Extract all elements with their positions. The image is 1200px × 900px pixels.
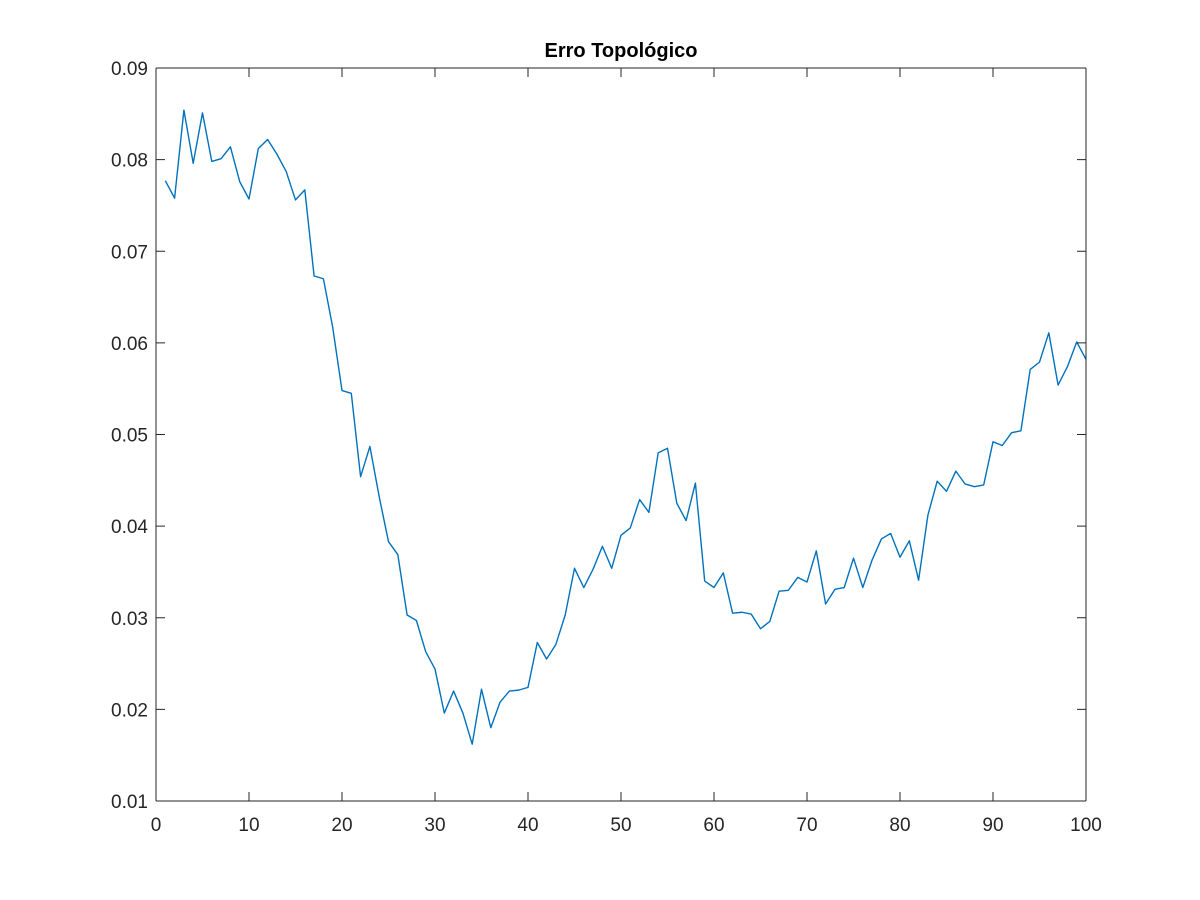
chart-title: Erro Topológico	[545, 40, 698, 62]
x-tick-label: 100	[1070, 815, 1102, 836]
y-tick-label: 0.07	[111, 242, 148, 263]
plot-area	[156, 68, 1086, 801]
series-layer	[164, 109, 1087, 745]
y-axis-ticks: 0.01 0.02 0.03 0.04 0.05 0.06 0.07 0.08 0.09	[111, 59, 1086, 813]
x-tick-label: 0	[151, 815, 162, 836]
x-tick-label: 50	[610, 815, 631, 836]
x-tick-label: 10	[238, 815, 259, 836]
y-tick-label: 0.01	[111, 792, 148, 813]
y-tick-label: 0.02	[111, 700, 148, 721]
y-tick-label: 0.03	[111, 609, 148, 630]
x-tick-label: 40	[517, 815, 538, 836]
series-line-1	[164, 109, 1087, 745]
y-tick-label: 0.09	[111, 59, 148, 80]
x-axis-ticks: 0 10 20 30 40 50 60 70 80 90 100	[151, 68, 1102, 836]
x-tick-label: 90	[982, 815, 1003, 836]
y-tick-label: 0.04	[111, 517, 148, 538]
y-tick-label: 0.06	[111, 334, 148, 355]
y-tick-label: 0.08	[111, 151, 148, 172]
x-tick-label: 20	[331, 815, 352, 836]
y-tick-label: 0.05	[111, 426, 148, 447]
x-tick-label: 30	[424, 815, 445, 836]
x-tick-label: 60	[703, 815, 724, 836]
x-tick-label: 70	[796, 815, 817, 836]
x-tick-label: 80	[889, 815, 910, 836]
